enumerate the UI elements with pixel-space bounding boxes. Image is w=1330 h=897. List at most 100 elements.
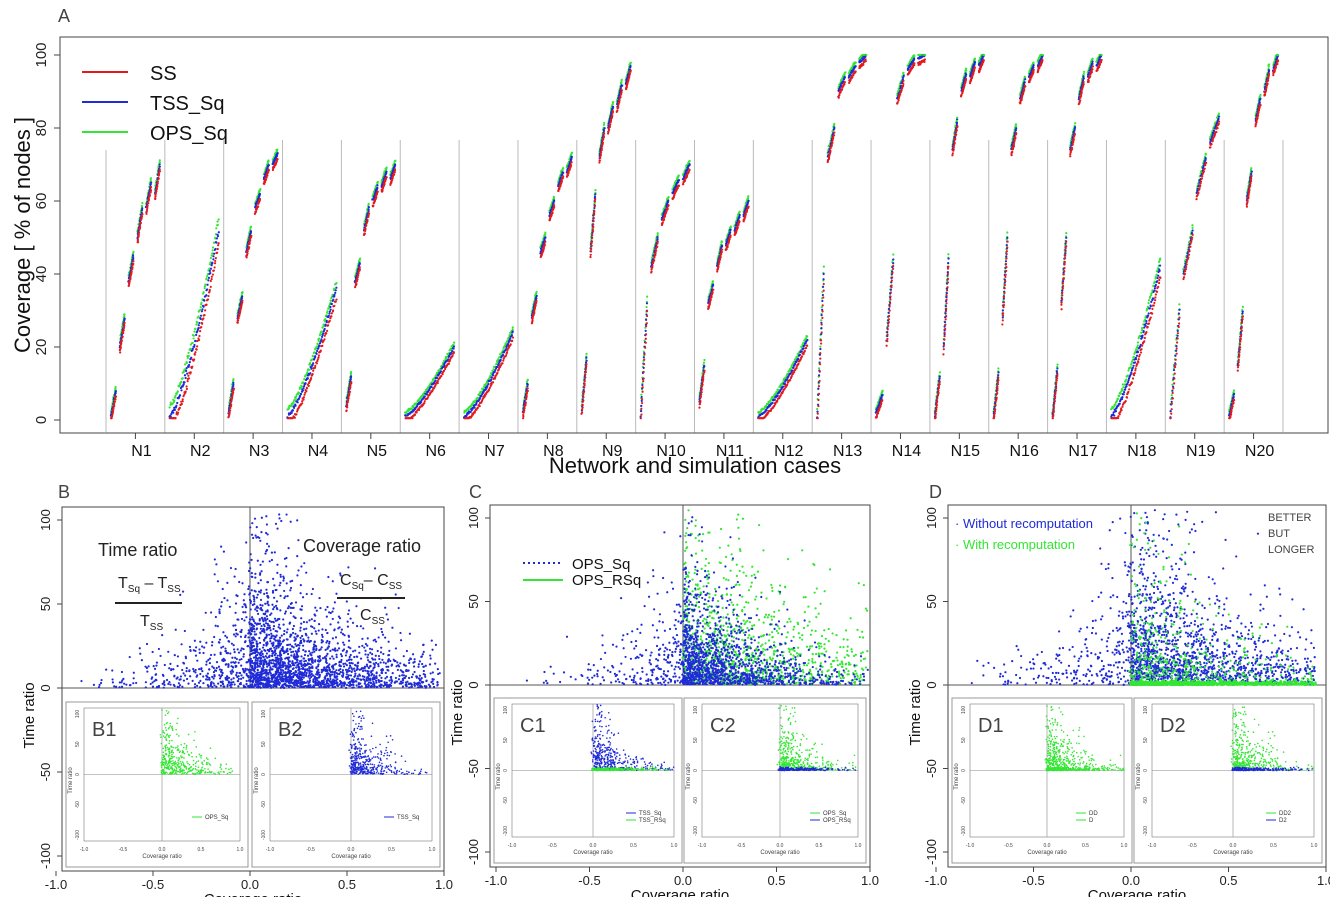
- point-ops: [259, 188, 261, 190]
- point-ss: [818, 393, 820, 395]
- point-ss: [881, 399, 883, 401]
- point-ss: [368, 212, 370, 214]
- point-ss: [185, 385, 187, 387]
- point-ss: [496, 372, 498, 374]
- point-tss: [473, 407, 475, 409]
- point-ss: [956, 129, 958, 131]
- point-ops: [806, 335, 808, 337]
- point-ss: [947, 281, 949, 283]
- point-ss: [890, 291, 892, 293]
- point-ss: [667, 208, 669, 210]
- point-tss: [703, 365, 705, 367]
- point-tss: [291, 412, 293, 414]
- point-ss: [155, 190, 157, 192]
- point-tss: [434, 379, 436, 381]
- point-tss: [424, 395, 426, 397]
- point-ops: [562, 167, 564, 169]
- point-ops: [730, 225, 732, 227]
- point-ops: [321, 331, 323, 333]
- point-ss: [359, 269, 361, 271]
- point-ss: [603, 135, 605, 137]
- point-tss: [527, 383, 529, 385]
- point-tss: [823, 273, 825, 275]
- point-ss: [699, 400, 701, 402]
- point-tss: [645, 319, 647, 321]
- point-ops: [385, 167, 387, 169]
- point-ss: [211, 276, 213, 278]
- point-ss: [819, 363, 821, 365]
- point-ss: [562, 175, 564, 177]
- point-tss: [132, 254, 134, 256]
- point-tss: [774, 399, 776, 401]
- point-tss: [765, 409, 767, 411]
- point-tss: [913, 57, 915, 59]
- point-ss: [947, 266, 949, 268]
- point-ss: [276, 158, 278, 160]
- point-ss: [140, 222, 142, 224]
- point-ss: [698, 407, 700, 409]
- point-tss: [385, 170, 387, 172]
- point-tss: [190, 357, 192, 359]
- point-ss: [945, 302, 947, 304]
- point-tss: [656, 236, 658, 238]
- point-ss: [585, 365, 587, 367]
- point-ops: [197, 315, 199, 317]
- point-ss: [943, 344, 945, 346]
- point-ss: [312, 373, 314, 375]
- point-ss: [935, 416, 937, 418]
- point-ops: [621, 79, 623, 81]
- point-ss: [364, 228, 366, 230]
- point-tss: [947, 262, 949, 264]
- point-ss: [801, 355, 803, 357]
- point-tss: [822, 286, 824, 288]
- point-tss: [645, 330, 647, 332]
- point-ss: [721, 251, 723, 253]
- point-tss: [330, 308, 332, 310]
- point-ss: [187, 380, 189, 382]
- point-ss: [295, 413, 297, 415]
- point-ss: [943, 348, 945, 350]
- point-tss: [198, 322, 200, 324]
- point-ss: [177, 412, 179, 414]
- point-tss: [188, 366, 190, 368]
- point-ops: [738, 211, 740, 213]
- point-tss: [335, 289, 337, 291]
- point-ops: [330, 299, 332, 301]
- point-ss: [702, 383, 704, 385]
- point-tss: [553, 199, 555, 201]
- point-ops: [703, 359, 705, 361]
- point-ss: [246, 256, 248, 258]
- point-tss: [452, 347, 454, 349]
- point-ops: [204, 287, 206, 289]
- point-ss: [366, 219, 368, 221]
- point-ss: [394, 169, 396, 171]
- point-ss: [945, 315, 947, 317]
- point-ss: [346, 409, 348, 411]
- point-ss: [678, 185, 680, 187]
- point-ops: [571, 152, 573, 154]
- point-ss: [583, 390, 585, 392]
- point-ss: [593, 212, 595, 214]
- point-ss: [833, 131, 835, 133]
- point-tss: [843, 78, 845, 80]
- point-ss: [179, 407, 181, 409]
- point-ss: [583, 382, 585, 384]
- point-ss: [121, 339, 123, 341]
- point-ss: [654, 252, 656, 254]
- point-ops: [301, 385, 303, 387]
- point-tss: [318, 344, 320, 346]
- point-ss: [502, 360, 504, 362]
- point-tss: [656, 238, 658, 240]
- point-tss: [232, 384, 234, 386]
- point-ss: [561, 180, 563, 182]
- point-ops: [318, 338, 320, 340]
- point-ss: [182, 400, 184, 402]
- point-ss: [946, 289, 948, 291]
- point-ss: [453, 351, 455, 353]
- point-tss: [801, 350, 803, 352]
- point-ss: [149, 194, 151, 196]
- point-tss: [329, 306, 331, 308]
- point-ss: [702, 375, 704, 377]
- point-ss: [806, 345, 808, 347]
- point-ss: [598, 161, 600, 163]
